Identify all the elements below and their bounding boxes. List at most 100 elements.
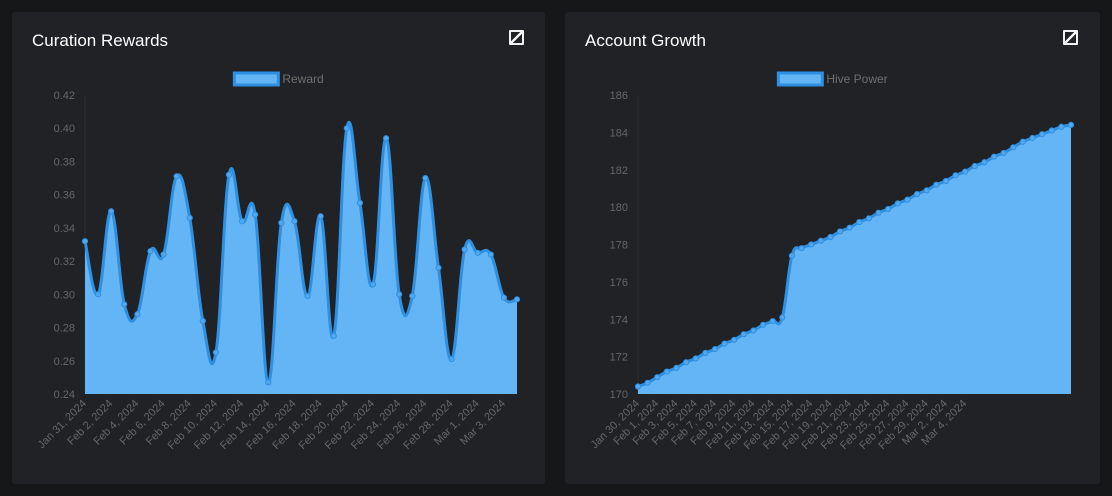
area-fill <box>638 124 1071 395</box>
data-point <box>731 336 738 343</box>
data-point <box>904 196 911 203</box>
y-tick-label: 180 <box>610 202 628 214</box>
data-point <box>923 187 930 194</box>
data-point <box>990 153 998 160</box>
data-point <box>827 233 834 241</box>
data-point <box>808 241 815 248</box>
data-point <box>474 249 481 256</box>
data-point <box>644 379 651 386</box>
y-tick-label: 186 <box>610 90 628 102</box>
data-point <box>933 181 940 188</box>
data-point <box>409 292 416 300</box>
data-point <box>913 190 921 198</box>
data-point <box>875 209 882 216</box>
data-point <box>487 251 494 258</box>
data-point <box>1048 127 1055 134</box>
data-point <box>94 291 102 298</box>
data-point <box>278 219 285 227</box>
data-point <box>798 245 805 252</box>
data-point <box>702 349 709 356</box>
data-point <box>1067 121 1075 129</box>
data-point <box>673 364 680 371</box>
data-point <box>121 301 128 308</box>
data-point <box>461 246 468 253</box>
data-point <box>740 331 747 338</box>
data-point <box>422 174 429 182</box>
curation-rewards-chart: Reward 0.42 0.40 0.38 0.36 0.34 0.32 0.30 0.28 0.… <box>36 71 521 452</box>
data-point <box>304 292 311 300</box>
data-point <box>1029 134 1036 142</box>
data-point <box>500 294 508 301</box>
data-point <box>817 237 824 244</box>
y-tick-label: 178 <box>610 240 628 252</box>
y-tick-label: 170 <box>610 389 628 401</box>
data-point <box>721 340 728 347</box>
data-point <box>134 311 141 318</box>
data-point <box>952 172 959 179</box>
panel-title: Curation Rewards <box>32 31 169 50</box>
data-point <box>942 177 950 185</box>
account-growth-chart: Hive Power186184182180178176174172170Jan… <box>589 71 1075 452</box>
data-point <box>663 368 670 375</box>
data-point <box>513 296 521 303</box>
data-point <box>865 215 873 222</box>
data-point <box>750 327 757 334</box>
y-tick-label: 0.36 <box>54 190 75 202</box>
data-point <box>160 251 167 258</box>
data-point <box>962 168 969 175</box>
data-point <box>856 218 863 226</box>
y-tick-label: 176 <box>610 277 628 289</box>
data-point <box>225 171 233 178</box>
data-point <box>186 214 193 222</box>
data-point <box>1058 123 1065 130</box>
data-point <box>382 135 390 142</box>
data-point <box>435 264 442 271</box>
expand-icon[interactable] <box>1063 30 1078 45</box>
data-point <box>173 173 180 180</box>
data-point <box>846 224 853 231</box>
data-point <box>1039 131 1046 138</box>
area-fill <box>85 122 517 394</box>
data-point <box>1010 144 1017 151</box>
y-tick-label: 174 <box>610 314 628 326</box>
y-tick-label: 0.30 <box>54 289 75 301</box>
series-line <box>637 123 1072 388</box>
data-point <box>769 318 776 325</box>
data-point <box>1000 149 1007 157</box>
data-point <box>692 355 699 362</box>
y-tick-label: 0.28 <box>54 323 75 335</box>
account-growth-panel: Account Growth Hive Power 186 184 182 180 178… <box>565 12 1100 484</box>
data-point <box>291 218 298 225</box>
data-point <box>981 159 988 166</box>
data-point <box>788 252 796 259</box>
data-point <box>759 321 767 328</box>
y-tick-label: 0.38 <box>54 156 75 168</box>
data-point <box>147 248 154 255</box>
data-point <box>448 356 455 363</box>
data-point <box>971 162 978 170</box>
data-point <box>252 211 259 218</box>
data-point <box>654 374 661 381</box>
data-point <box>885 205 892 213</box>
y-tick-label: 0.40 <box>54 123 75 135</box>
data-point <box>330 332 337 339</box>
data-point <box>711 346 719 353</box>
y-tick-label: 0.26 <box>54 356 75 368</box>
data-point <box>343 125 350 132</box>
y-tick-label: 0.24 <box>54 389 75 401</box>
expand-icon[interactable] <box>509 30 524 45</box>
data-point <box>238 218 246 225</box>
y-tick-label: 0.42 <box>54 90 75 102</box>
legend-label: Reward <box>282 72 323 86</box>
curation-rewards-panel: Curation Rewards Reward 0.42 0.40 0.38 0.36 0… <box>12 12 545 484</box>
legend-swatch <box>776 71 824 87</box>
legend-swatch <box>232 71 280 87</box>
data-point <box>779 314 786 321</box>
data-point <box>1019 138 1026 145</box>
data-point <box>369 281 377 288</box>
data-point <box>317 213 324 220</box>
data-point <box>265 379 272 386</box>
panel-title: Account Growth <box>585 31 706 50</box>
data-point <box>199 317 206 325</box>
data-point <box>396 291 403 298</box>
